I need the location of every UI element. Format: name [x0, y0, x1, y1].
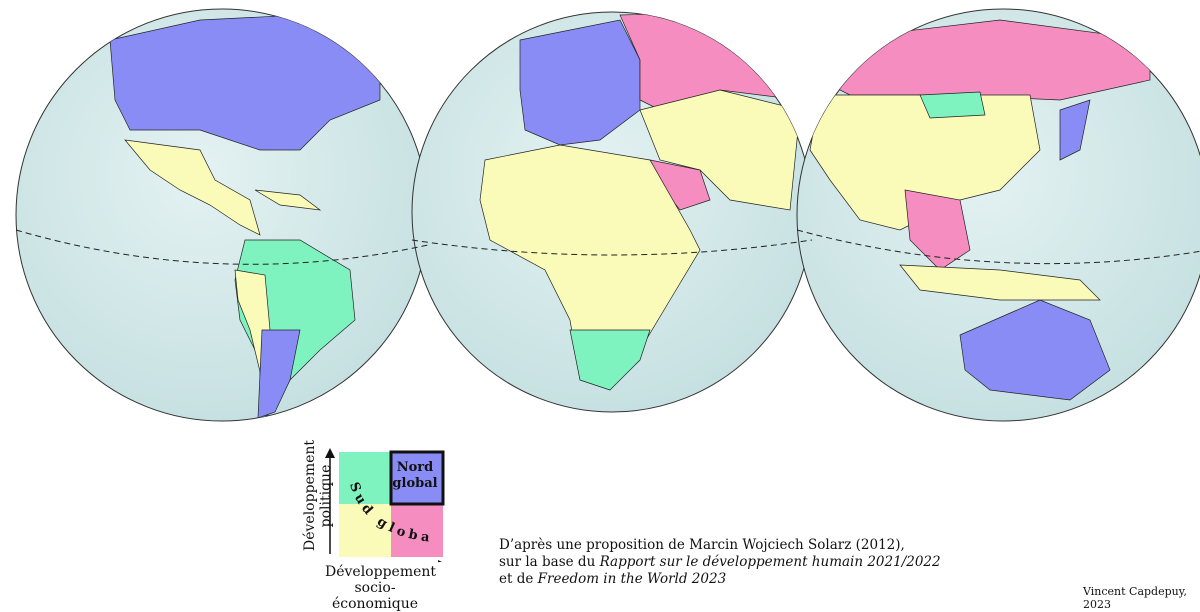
legend-nord-label: Nord global	[392, 460, 438, 491]
legend-pink-quadrant	[391, 504, 443, 557]
middle-east-asia	[639, 89, 801, 211]
indonesia	[899, 264, 1101, 301]
southern-cone	[257, 329, 301, 419]
source-note: D’après une proposition de Marcin Wojcie…	[499, 537, 941, 587]
author-credit: Vincent Capdepuy, 2023	[1083, 585, 1187, 611]
caribbean	[254, 189, 322, 211]
europe	[519, 19, 641, 146]
legend-green-quadrant	[339, 452, 391, 504]
mexico-central-america	[124, 139, 261, 236]
legend-blue-quadrant	[389, 450, 445, 506]
legend-x-axis-label: Développement socio-économique	[325, 564, 437, 612]
equator-lines	[15, 229, 1200, 265]
mongolia	[919, 91, 986, 119]
legend-diagram: Sud global	[285, 442, 445, 562]
globe-americas	[15, 8, 429, 422]
southeast-asia	[904, 189, 971, 271]
globe-asia-oceania	[796, 8, 1200, 422]
world-map-globes	[15, 8, 1200, 422]
russia-asia	[819, 19, 1151, 101]
australia	[959, 299, 1111, 401]
southern-africa	[569, 329, 651, 391]
japan	[1059, 99, 1091, 161]
globe-europe-africa	[411, 11, 813, 413]
legend-y-axis-label: Développement politique	[302, 439, 334, 551]
legend-yellow-quadrant	[339, 504, 391, 557]
